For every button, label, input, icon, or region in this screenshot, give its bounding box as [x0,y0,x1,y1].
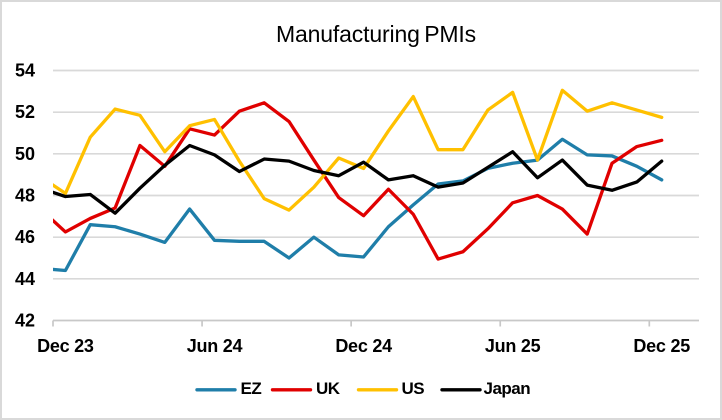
svg-text:Manufacturing PMIs: Manufacturing PMIs [276,21,476,47]
svg-text:48: 48 [15,186,35,206]
svg-text:52: 52 [15,102,35,122]
svg-text:Dec 24: Dec 24 [335,336,392,356]
svg-text:Jun 25: Jun 25 [485,336,541,356]
svg-text:Japan: Japan [484,379,531,398]
svg-text:UK: UK [316,379,341,398]
svg-text:46: 46 [15,227,35,247]
svg-text:Dec 23: Dec 23 [37,336,94,356]
svg-text:Dec 25: Dec 25 [633,336,690,356]
svg-text:Jun 24: Jun 24 [187,336,243,356]
svg-text:EZ: EZ [241,379,262,398]
svg-text:US: US [402,379,425,398]
svg-text:54: 54 [15,61,35,81]
svg-text:44: 44 [15,269,35,289]
svg-text:42: 42 [15,311,35,331]
svg-text:50: 50 [15,144,35,164]
